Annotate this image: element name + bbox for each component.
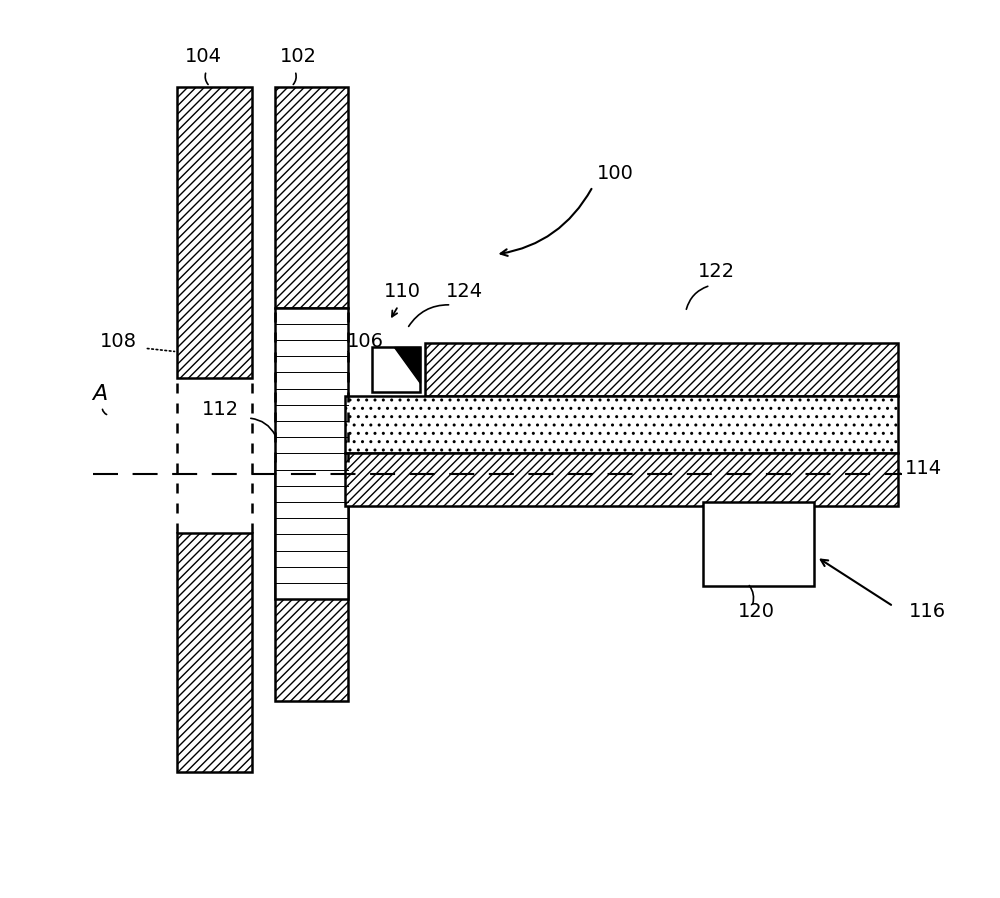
Bar (177, 533, 252, 771)
Text: 100: 100 (596, 164, 633, 183)
Bar (177, 86, 252, 378)
Bar (275, 462, 348, 701)
Text: 112: 112 (202, 401, 239, 419)
Polygon shape (394, 348, 420, 383)
Bar (345, 396, 898, 453)
Bar (275, 86, 348, 307)
Text: 116: 116 (908, 602, 946, 621)
Text: 122: 122 (698, 261, 735, 280)
Text: 102: 102 (280, 47, 317, 66)
Text: 120: 120 (738, 602, 775, 621)
Text: 124: 124 (446, 282, 483, 301)
Text: 106: 106 (347, 332, 384, 351)
Bar (345, 453, 898, 506)
Bar (703, 502, 814, 586)
Bar (372, 348, 420, 392)
Text: 110: 110 (384, 282, 421, 301)
Bar (425, 343, 898, 396)
Text: 108: 108 (100, 332, 137, 351)
Text: 104: 104 (185, 47, 222, 66)
Bar (275, 307, 348, 599)
Text: 114: 114 (905, 459, 942, 478)
Text: A: A (92, 384, 107, 404)
